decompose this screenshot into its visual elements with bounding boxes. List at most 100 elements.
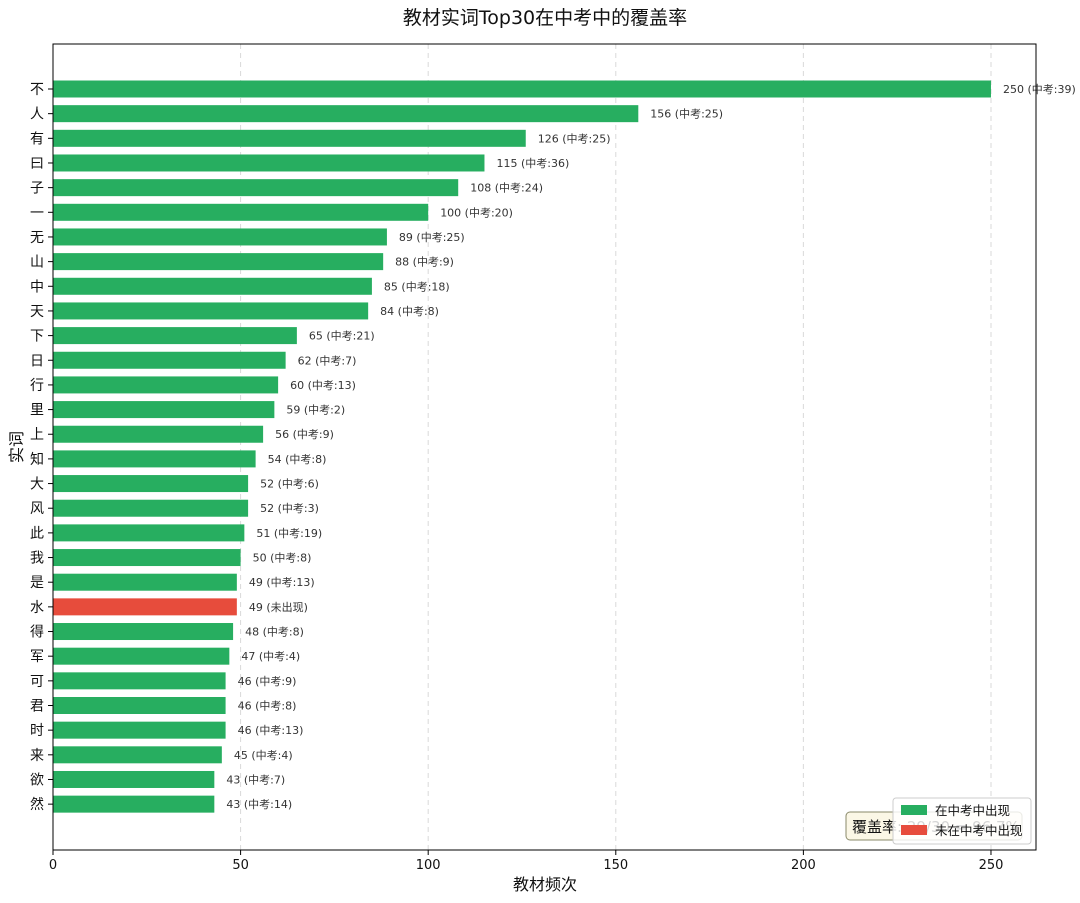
bar <box>53 475 249 493</box>
x-tick-label: 150 <box>603 858 628 873</box>
y-tick-label: 欲 <box>30 772 44 788</box>
y-tick-label: 军 <box>30 649 44 665</box>
bar <box>53 129 526 147</box>
y-tick-label: 有 <box>30 131 44 147</box>
data-label: 52 (中考:6) <box>260 478 319 491</box>
y-tick-label: 大 <box>30 477 44 493</box>
data-label: 250 (中考:39) <box>1003 83 1076 96</box>
y-axis-label: 实词 <box>7 431 26 463</box>
bar <box>53 277 372 295</box>
x-ticks: 0 50 100 150 200 250 <box>49 850 1004 873</box>
bar <box>53 253 384 271</box>
data-label: 84 (中考:8) <box>380 305 439 318</box>
y-tick-label: 无 <box>30 230 44 246</box>
y-tick-label: 山 <box>30 255 44 271</box>
bar <box>53 721 226 739</box>
y-tick-label: 此 <box>30 526 44 542</box>
y-tick-label: 中 <box>30 279 44 295</box>
bar <box>53 647 230 665</box>
y-tick-label: 一 <box>30 205 44 221</box>
bar <box>53 179 459 197</box>
chart-title: 教材实词Top30在中考中的覆盖率 <box>403 7 687 29</box>
y-tick-label: 君 <box>30 699 44 715</box>
legend-label-in-exam: 在中考中出现 <box>935 803 1010 818</box>
y-tick-label: 里 <box>30 403 44 419</box>
bar <box>53 697 226 714</box>
y-tick-label: 行 <box>30 378 44 394</box>
y-tick-label: 我 <box>30 551 44 567</box>
y-tick-label: 天 <box>30 304 44 320</box>
y-tick-label: 时 <box>30 723 44 739</box>
y-tick-label: 不 <box>30 82 44 98</box>
data-label: 88 (中考:9) <box>395 256 454 269</box>
data-label: 56 (中考:9) <box>275 428 334 441</box>
data-label: 100 (中考:20) <box>440 206 513 219</box>
bar <box>53 524 245 542</box>
data-label: 46 (中考:13) <box>238 724 304 737</box>
x-axis-label: 教材频次 <box>513 875 577 894</box>
bar <box>53 203 429 221</box>
data-label: 108 (中考:24) <box>470 182 543 195</box>
data-label: 126 (中考:25) <box>538 132 611 145</box>
legend-label-not-in-exam: 未在中考中出现 <box>935 823 1023 838</box>
bar <box>53 746 222 764</box>
bar <box>53 154 485 172</box>
bar <box>53 228 387 246</box>
data-label: 85 (中考:18) <box>384 280 450 293</box>
x-tick-label: 250 <box>979 858 1004 873</box>
legend-swatch-not-in-exam <box>901 825 927 835</box>
data-label: 52 (中考:3) <box>260 502 319 515</box>
bar <box>53 499 249 517</box>
data-labels: 250 (中考:39) 156 (中考:25) 126 (中考:25) 115 (中考… <box>226 83 1075 811</box>
data-label: 156 (中考:25) <box>650 108 723 121</box>
bar <box>53 770 215 788</box>
data-label: 50 (中考:8) <box>253 552 312 565</box>
data-label: 60 (中考:13) <box>290 379 356 392</box>
data-label: 45 (中考:4) <box>234 749 293 762</box>
legend-swatch-in-exam <box>901 805 927 815</box>
x-tick-label: 200 <box>791 858 816 873</box>
bar <box>53 598 237 616</box>
y-tick-label: 人 <box>30 107 44 123</box>
data-label: 49 (中考:13) <box>249 576 315 589</box>
bar <box>53 672 226 690</box>
legend: 在中考中出现 未在中考中出现 <box>892 797 1032 845</box>
data-label: 115 (中考:36) <box>496 157 569 170</box>
y-tick-label: 日 <box>30 353 44 369</box>
bar <box>53 623 234 641</box>
y-tick-label: 可 <box>30 674 44 690</box>
data-label: 49 (未出现) <box>249 600 308 614</box>
bar <box>53 549 241 567</box>
legend-box <box>892 797 1032 845</box>
data-label: 59 (中考:2) <box>286 404 345 417</box>
bar <box>53 105 639 123</box>
data-label: 47 (中考:4) <box>241 650 300 663</box>
data-label: 48 (中考:8) <box>245 626 304 639</box>
data-label: 51 (中考:19) <box>256 527 322 540</box>
y-tick-label: 曰 <box>30 156 44 172</box>
y-tick-label: 来 <box>30 748 44 764</box>
y-tick-label: 然 <box>30 796 44 813</box>
y-tick-label: 下 <box>30 329 44 345</box>
data-label: 43 (中考:14) <box>226 798 292 811</box>
x-tick-label: 100 <box>416 858 441 873</box>
plot-frame <box>52 43 1037 851</box>
x-tick-label: 0 <box>49 858 57 873</box>
bar <box>53 795 215 813</box>
y-tick-label: 是 <box>30 575 44 591</box>
bar <box>53 450 256 468</box>
y-tick-label: 水 <box>30 600 44 616</box>
data-label: 46 (中考:9) <box>238 675 297 688</box>
y-tick-label: 子 <box>30 181 44 197</box>
data-label: 43 (中考:7) <box>226 773 285 786</box>
y-tick-label: 知 <box>30 451 44 468</box>
y-tick-label: 得 <box>30 624 44 641</box>
data-label: 62 (中考:7) <box>298 354 357 367</box>
bar <box>53 327 297 345</box>
bar <box>53 351 286 369</box>
bar <box>53 376 279 394</box>
bar <box>53 425 264 443</box>
y-tick-label: 上 <box>30 427 44 443</box>
